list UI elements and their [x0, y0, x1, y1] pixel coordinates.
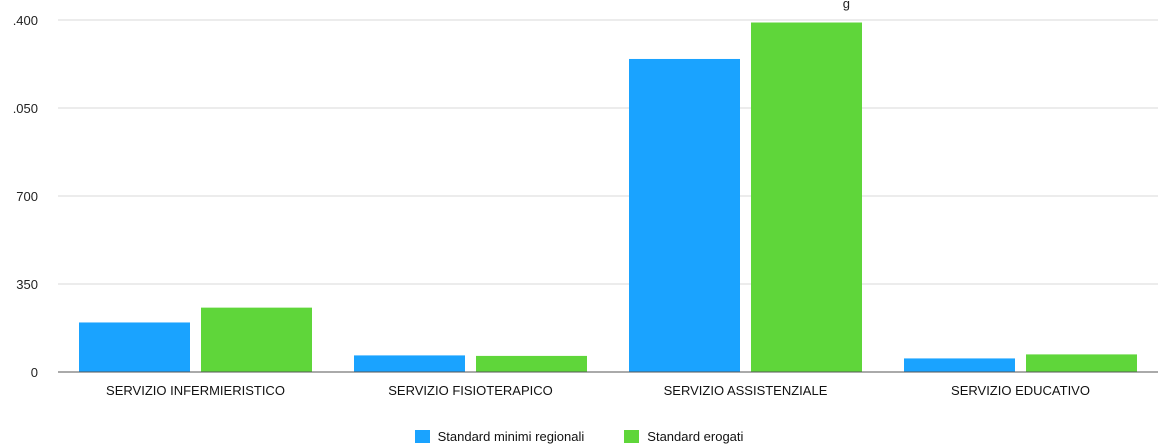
category-label-2: SERVIZIO FISIOTERAPICO: [388, 383, 552, 398]
legend-item-series-2: Standard erogati: [624, 429, 743, 444]
bar-1-4: [904, 358, 1015, 372]
bar-2-4: [1026, 354, 1137, 372]
category-label-3: SERVIZIO ASSISTENZIALE: [664, 383, 828, 398]
y-tick-label-1: 350: [16, 277, 38, 292]
bar-1-3: [629, 58, 740, 372]
legend-swatch-series-1: [414, 429, 430, 443]
gridlines: [58, 19, 1158, 285]
bar-2-1: [201, 307, 312, 372]
legend-label-series-1: Standard minimi regionali: [437, 428, 585, 444]
y-tick-label-4: .400: [13, 13, 38, 28]
truncated-title-fragment: g: [842, 0, 850, 11]
y-tick-label-3: .050: [13, 101, 38, 116]
legend: Standard minimi regionali Standard eroga…: [0, 426, 1158, 446]
y-tick-label-2: 700: [16, 189, 38, 204]
y-tick-label-0: 0: [31, 365, 38, 380]
category-label-4: SERVIZIO EDUCATIVO: [951, 383, 1090, 398]
bar-1-1: [79, 322, 190, 372]
bar-1-2: [354, 355, 465, 372]
y-axis-ticks: 0 350 700 .050 .400: [13, 13, 38, 380]
category-label-1: SERVIZIO INFERMIERISTICO: [106, 383, 285, 398]
legend-swatch-series-2: [624, 429, 640, 443]
legend-item-series-1: Standard minimi regionali: [414, 428, 585, 444]
bar-2-3: [751, 22, 862, 373]
legend-label-series-2: Standard erogati: [647, 428, 744, 444]
category-labels: SERVIZIO INFERMIERISTICO SERVIZIO FISIOTE…: [106, 383, 1090, 398]
bar-chart: 0 350 700 .050 .400 SERVIZIO INFERMIERISTICO…: [13, 13, 1158, 398]
bar-2-2: [476, 355, 587, 372]
bars: [79, 22, 1137, 373]
